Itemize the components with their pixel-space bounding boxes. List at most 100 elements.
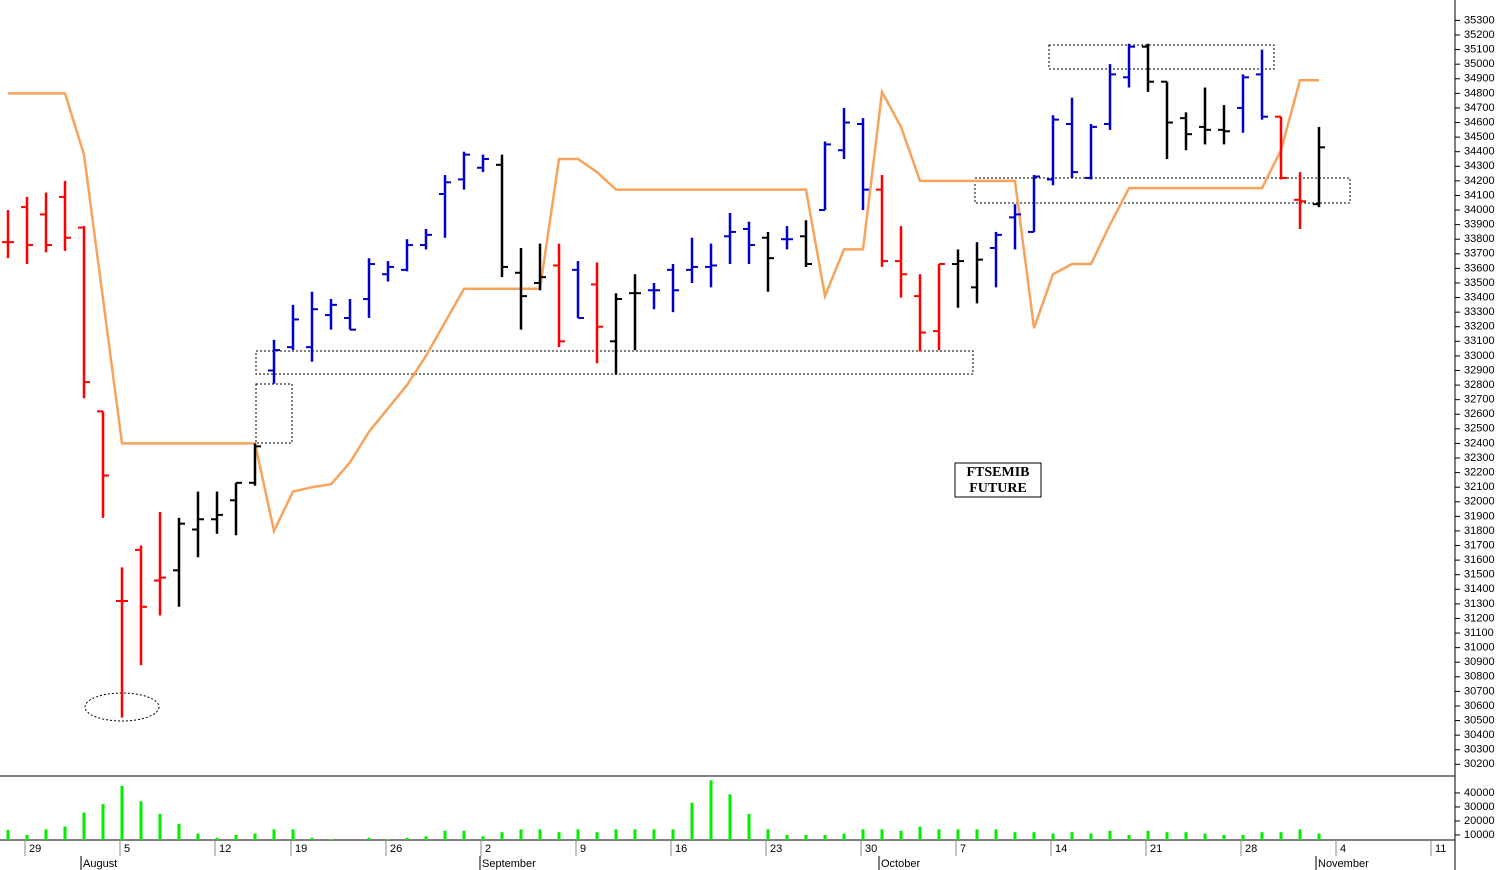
volume-bar: [1127, 834, 1131, 840]
volume-bar: [557, 832, 561, 840]
y-tick-label: 34500: [1464, 131, 1495, 143]
y-tick-label: 33800: [1464, 233, 1495, 245]
x-tick-label: 11: [1435, 843, 1446, 855]
annotation-box: [954, 462, 1042, 498]
y-tick-label: 32900: [1464, 364, 1495, 376]
y-tick-label: 32200: [1464, 467, 1495, 479]
volume-bar: [614, 829, 618, 840]
volume-bar: [956, 829, 960, 840]
y-tick-label: 30700: [1464, 685, 1495, 697]
y-tick-label: 32500: [1464, 423, 1495, 435]
volume-bar: [785, 834, 789, 840]
volume-bar: [481, 836, 485, 840]
volume-bar: [728, 794, 732, 840]
volume-tick-label: 20000: [1464, 815, 1495, 827]
volume-bar: [842, 833, 846, 840]
y-tick-label: 33100: [1464, 335, 1495, 347]
zone-box: [255, 383, 293, 444]
volume-bar: [994, 829, 998, 840]
volume-bar: [652, 829, 656, 840]
trend-line: [8, 78, 1319, 535]
volume-bar: [329, 839, 333, 840]
volume-bar: [139, 801, 143, 840]
volume-bar: [443, 830, 447, 840]
x-tick-label: 28: [1245, 843, 1257, 855]
y-tick-label: 32400: [1464, 437, 1495, 449]
x-tick-label: 21: [1150, 843, 1162, 855]
volume-bar: [804, 834, 808, 840]
x-tick-label: 9: [580, 843, 586, 855]
y-tick-label: 33700: [1464, 248, 1495, 260]
y-tick-label: 34800: [1464, 87, 1495, 99]
x-tick-label: 5: [124, 843, 130, 855]
x-tick-label: 4: [1340, 843, 1346, 855]
y-tick-label: 35000: [1464, 58, 1495, 70]
volume-bar: [937, 829, 941, 840]
low-ellipse: [84, 692, 160, 722]
y-tick-label: 33400: [1464, 291, 1495, 303]
volume-bar: [291, 829, 295, 840]
y-tick-label: 31000: [1464, 642, 1495, 654]
volume-bar: [1317, 833, 1321, 840]
y-tick-label: 35300: [1464, 14, 1495, 26]
y-tick-label: 31600: [1464, 554, 1495, 566]
y-tick-label: 30800: [1464, 671, 1495, 683]
y-tick-label: 32300: [1464, 452, 1495, 464]
y-tick-label: 31800: [1464, 525, 1495, 537]
x-tick-label: 23: [770, 843, 782, 855]
volume-bar: [1298, 829, 1302, 840]
y-tick-label: 33200: [1464, 321, 1495, 333]
volume-bar: [899, 830, 903, 840]
y-tick-label: 34900: [1464, 73, 1495, 85]
volume-bar: [367, 837, 371, 840]
y-tick-label: 33000: [1464, 350, 1495, 362]
volume-bar: [1013, 832, 1017, 840]
volume-bar: [82, 812, 86, 840]
volume-bar: [215, 837, 219, 840]
y-tick-label: 34000: [1464, 204, 1495, 216]
volume-bar: [576, 829, 580, 840]
volume-bar: [709, 780, 713, 840]
zone-box: [1048, 44, 1275, 70]
volume-bar: [1165, 832, 1169, 840]
volume-bar: [1108, 830, 1112, 840]
y-tick-label: 31400: [1464, 583, 1495, 595]
volume-bar: [766, 829, 770, 840]
y-tick-label: 32700: [1464, 394, 1495, 406]
volume-bar: [1184, 832, 1188, 840]
y-tick-label: 31700: [1464, 539, 1495, 551]
annotation: FUTURE: [969, 481, 1027, 496]
volume-bar: [44, 829, 48, 840]
volume-bar: [1146, 830, 1150, 840]
y-tick-label: 32100: [1464, 481, 1495, 493]
y-tick-label: 35200: [1464, 29, 1495, 41]
y-tick-label: 32800: [1464, 379, 1495, 391]
volume-bar: [500, 832, 504, 840]
zone-box: [255, 350, 974, 375]
y-tick-label: 30300: [1464, 744, 1495, 756]
y-tick-label: 35100: [1464, 44, 1495, 56]
volume-bar: [272, 829, 276, 840]
y-tick-label: 30900: [1464, 656, 1495, 668]
volume-bar: [633, 829, 637, 840]
volume-bar: [1279, 832, 1283, 840]
x-tick-label: 29: [29, 843, 41, 855]
y-tick-label: 33500: [1464, 277, 1495, 289]
volume-bar: [1203, 833, 1207, 840]
annotation: FTSEMIB: [966, 465, 1029, 480]
volume-bar: [1260, 832, 1264, 840]
x-tick-label: 16: [675, 843, 687, 855]
x-tick-label: 26: [390, 843, 402, 855]
x-tick-label: 30: [865, 843, 877, 855]
volume-bar: [158, 813, 162, 840]
volume-bar: [1241, 834, 1245, 840]
x-tick-label: 12: [219, 843, 231, 855]
volume-bar: [975, 829, 979, 840]
volume-bar: [671, 829, 675, 840]
volume-bar: [1051, 833, 1055, 840]
volume-bar: [1222, 834, 1226, 840]
volume-tick-label: 30000: [1464, 801, 1495, 813]
volume-bar: [196, 833, 200, 840]
